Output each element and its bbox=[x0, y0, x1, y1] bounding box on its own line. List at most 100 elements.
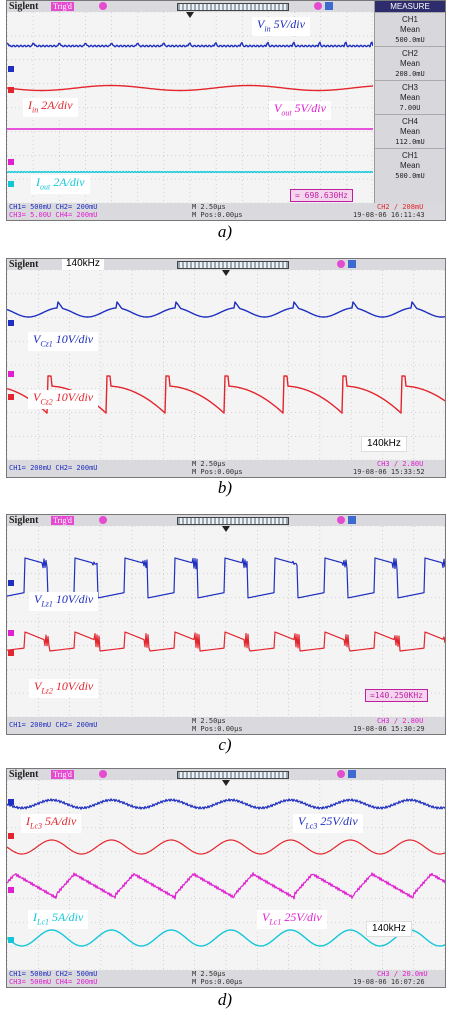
usb-icon bbox=[314, 2, 322, 10]
label-vlz2: VLz2 10V/div bbox=[29, 679, 99, 699]
trigger-arrow-icon bbox=[222, 526, 230, 532]
footer-datetime: 19-08-06 15:30:29 bbox=[353, 725, 425, 733]
measure-panel: MEASURE CH1 Mean 500.0mU CH2 Mean 208.0mU CH3 M… bbox=[374, 1, 445, 203]
trace-vlz1 bbox=[7, 557, 445, 599]
trace-vlc1 bbox=[7, 872, 445, 900]
trigger-mode-badge: Trig'd bbox=[51, 2, 74, 11]
footer-datetime: 19-08-06 15:33:52 bbox=[353, 468, 425, 476]
measure-ch: CH2 bbox=[401, 49, 418, 58]
label-vcz2: VCz2 10V/div bbox=[28, 390, 99, 410]
footer-trigger: CH3 / 2.80U bbox=[377, 460, 424, 468]
ch4-marker-icon bbox=[8, 181, 14, 187]
scope-footer: CH1= 200mU CH2= 200mU M 2.50μs M Pos:0.0… bbox=[7, 460, 445, 477]
scope-footer: CH1= 500mU CH2= 200mU CH3= 5.00U CH4= 20… bbox=[7, 203, 445, 220]
trace-vcz1 bbox=[7, 301, 445, 318]
brand-label: Siglent bbox=[9, 769, 39, 780]
footer-ch-scale-1: CH1= 500mU CH2= 500mU bbox=[9, 970, 98, 978]
measure-item[interactable]: CH1 Mean 500.0mU bbox=[375, 148, 445, 182]
footer-trigger: CH3 / 2.80U bbox=[377, 717, 424, 725]
ch3-marker-icon bbox=[8, 887, 14, 893]
ch3-marker-icon bbox=[8, 371, 14, 377]
footer-ch-scale-1: CH1= 200mU CH2= 200mU bbox=[9, 464, 98, 472]
ch2-marker-icon bbox=[8, 833, 14, 839]
ch4-marker-icon bbox=[8, 937, 14, 943]
usb-icon bbox=[337, 770, 345, 778]
footer-timebase: M 2.50μs bbox=[192, 717, 226, 725]
ch2-marker-icon bbox=[8, 87, 14, 93]
horizontal-position-bar bbox=[177, 3, 289, 11]
trace-vlz2 bbox=[7, 631, 445, 652]
scope-panel-c: Siglent Trig'd VLz1 10V/div VLz2 10V/div… bbox=[6, 514, 446, 735]
trace-vlc3 bbox=[7, 798, 445, 810]
measure-item[interactable]: CH4 Mean 112.0mU bbox=[375, 114, 445, 148]
footer-ch-scale-1: CH1= 500mU CH2= 200mU bbox=[9, 203, 98, 211]
waveform-screen-c bbox=[7, 526, 445, 717]
measure-title: MEASURE bbox=[375, 1, 445, 12]
ch1-marker-icon bbox=[8, 320, 14, 326]
waveform-screen-a bbox=[7, 12, 373, 203]
label-vin: Vin 5V/div bbox=[252, 17, 310, 37]
frequency-readout: =140.250KHz bbox=[365, 689, 428, 702]
caption-a: a) bbox=[217, 222, 233, 241]
footer-timepos: M Pos:0.00μs bbox=[192, 978, 243, 986]
waveform-screen-d bbox=[7, 780, 445, 970]
frequency-tag: 140kHz bbox=[361, 436, 407, 452]
label-iin: Iin 2A/div bbox=[23, 98, 78, 118]
measure-type: Mean bbox=[399, 93, 420, 102]
measure-type: Mean bbox=[399, 59, 420, 68]
ch1-marker-icon bbox=[8, 66, 14, 72]
footer-trigger: CH3 / 20.0mU bbox=[377, 970, 428, 978]
scope-panel-a: Siglent Trig'd MEASURE CH1 Mean 500.0mU CH2… bbox=[6, 0, 446, 221]
printer-icon bbox=[348, 770, 356, 778]
footer-timepos: M Pos:0.00μs bbox=[192, 725, 243, 733]
measure-value: 500.0mU bbox=[395, 36, 425, 44]
brand-label: Siglent bbox=[9, 1, 39, 12]
footer-trigger: CH2 / 208mU bbox=[377, 203, 424, 211]
caption-d: d) bbox=[217, 990, 233, 1009]
footer-datetime: 19-08-06 16:11:43 bbox=[353, 211, 425, 219]
footer-timepos: M Pos:0.00μs bbox=[192, 211, 243, 219]
caption-b: b) bbox=[217, 478, 233, 497]
label-vcz1: VCz1 10V/div bbox=[28, 332, 99, 352]
trace-ilc3 bbox=[7, 839, 445, 855]
frequency-box: 140kHz bbox=[62, 259, 104, 270]
measure-ch: CH1 bbox=[401, 15, 418, 24]
footer-timebase: M 2.50μs bbox=[192, 460, 226, 468]
measure-item[interactable]: CH2 Mean 208.0mU bbox=[375, 46, 445, 80]
brand-label: Siglent bbox=[9, 259, 39, 270]
ch3-marker-icon bbox=[8, 630, 14, 636]
usb-icon bbox=[99, 2, 107, 10]
horizontal-position-bar bbox=[177, 771, 289, 779]
caption-c: c) bbox=[218, 735, 232, 754]
usb-icon bbox=[337, 516, 345, 524]
measure-type: Mean bbox=[399, 127, 420, 136]
scope-panel-b: Siglent 140kHz VCz1 10V/div VCz2 10V/div… bbox=[6, 258, 446, 478]
trigger-mode-badge: Trig'd bbox=[51, 770, 74, 779]
printer-icon bbox=[325, 2, 333, 10]
footer-datetime: 19-08-06 16:07:26 bbox=[353, 978, 425, 986]
footer-ch-scale-2: CH3= 5.00U CH4= 200mU bbox=[9, 211, 98, 219]
scope-header: Siglent Trig'd bbox=[7, 515, 445, 526]
measure-value: 208.0mU bbox=[395, 70, 425, 78]
measure-value: 112.0mU bbox=[395, 138, 425, 146]
measure-ch: CH4 bbox=[401, 117, 418, 126]
trigger-arrow-icon bbox=[222, 270, 230, 276]
ch3-marker-icon bbox=[8, 159, 14, 165]
usb-icon bbox=[99, 516, 107, 524]
measure-item[interactable]: CH3 Mean 7.00U bbox=[375, 80, 445, 114]
measure-item[interactable]: CH1 Mean 500.0mU bbox=[375, 12, 445, 46]
printer-icon bbox=[348, 516, 356, 524]
ch1-marker-icon bbox=[8, 580, 14, 586]
label-vout: Vout 5V/div bbox=[269, 101, 331, 121]
label-iout: Iout 2A/div bbox=[31, 175, 90, 195]
scope-footer: CH1= 500mU CH2= 500mU CH3= 500mU CH4= 20… bbox=[7, 970, 445, 987]
waveform-screen-b bbox=[7, 270, 445, 460]
horizontal-position-bar bbox=[177, 517, 289, 525]
brand-label: Siglent bbox=[9, 515, 39, 526]
ch1-marker-icon bbox=[8, 799, 14, 805]
trigger-mode-badge: Trig'd bbox=[51, 516, 74, 525]
trigger-arrow-icon bbox=[222, 780, 230, 786]
printer-icon bbox=[348, 260, 356, 268]
measure-type: Mean bbox=[399, 161, 420, 170]
label-ilc3: ILc3 5A/div bbox=[21, 814, 82, 834]
